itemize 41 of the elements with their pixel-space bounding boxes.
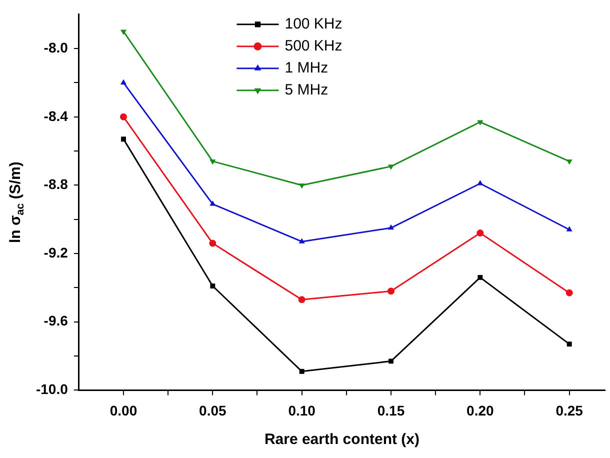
x-tick-label: 0.05 (199, 402, 226, 418)
y-tick-label: -8.4 (44, 108, 68, 124)
point (209, 240, 216, 247)
x-tick-label: 0.10 (288, 402, 316, 418)
point (298, 296, 306, 304)
y-axis-title: ln σac (S/m) (7, 162, 26, 244)
y-tick-label: -8.0 (44, 39, 68, 56)
y-tick-label: -9.2 (44, 244, 68, 260)
point (478, 274, 483, 280)
point (566, 289, 573, 296)
x-tick-label: 0.15 (377, 402, 405, 418)
x-axis-title: Rare earth content (x) (264, 431, 420, 448)
y-tick-label: -9.6 (44, 312, 68, 329)
point (477, 120, 484, 126)
legend-label: 100 KHz (284, 16, 342, 33)
point (388, 224, 394, 230)
point (476, 230, 484, 237)
x-tick-label: 0.25 (556, 402, 584, 418)
point (120, 79, 127, 84)
point (388, 288, 394, 295)
point (210, 200, 216, 206)
point (477, 180, 484, 186)
point (121, 136, 126, 142)
point (120, 30, 127, 35)
point (566, 226, 572, 232)
legend-label: 5 MHz (284, 82, 328, 99)
point (298, 183, 305, 189)
point (566, 342, 572, 347)
legend-label: 1 MHz (284, 60, 328, 77)
y-tick-label: -8.8 (44, 176, 68, 192)
legend-label: 500 KHz (284, 38, 342, 55)
point (210, 284, 216, 288)
point (388, 164, 394, 170)
x-tick-label: 0.00 (110, 402, 138, 418)
point (298, 238, 305, 244)
point (120, 113, 127, 120)
point (388, 358, 394, 364)
point (210, 160, 216, 165)
y-tick-label: -10.0 (36, 381, 68, 398)
point (299, 368, 304, 374)
x-tick-label: 0.20 (466, 402, 494, 418)
